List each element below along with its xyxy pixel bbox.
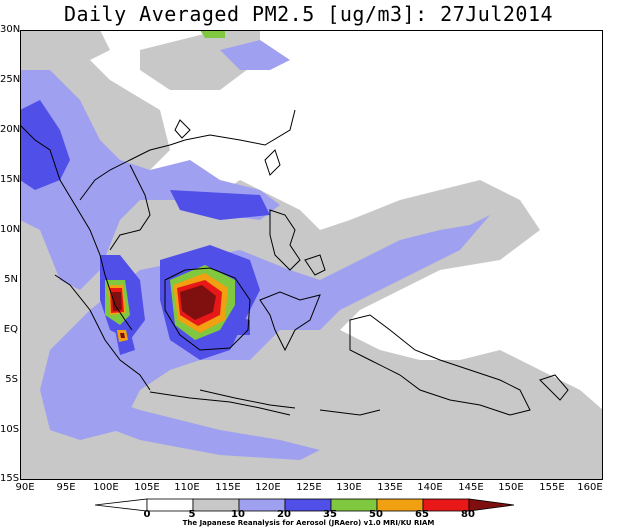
pm25-map	[20, 30, 603, 480]
lat-tick-15n: 15N	[0, 174, 21, 185]
map-frame	[20, 30, 603, 480]
lat-tick-15s: 15S	[0, 473, 20, 484]
legend-value-20: 20	[277, 509, 291, 520]
lon-tick-135e: 135E	[377, 482, 403, 493]
lon-tick-130e: 130E	[336, 482, 362, 493]
lon-tick-115e: 115E	[215, 482, 241, 493]
lon-tick-100e: 100E	[93, 482, 119, 493]
lon-tick-160e: 160E	[577, 482, 603, 493]
coastlines	[20, 109, 569, 416]
lat-tick-20n: 20N	[0, 124, 21, 135]
lat-tick-10s: 10S	[0, 424, 20, 435]
pm25-level-10-20	[20, 40, 490, 460]
lon-tick-145e: 145E	[458, 482, 484, 493]
lon-tick-105e: 105E	[134, 482, 160, 493]
lat-tick-10n: 10N	[0, 224, 21, 235]
data-credit: The Japanese Reanalysis for Aerosol (JRA…	[182, 519, 435, 527]
lon-tick-95e: 95E	[56, 482, 76, 493]
lat-tick-eq: EQ	[3, 324, 18, 335]
lon-tick-90e: 90E	[15, 482, 35, 493]
lon-tick-150e: 150E	[498, 482, 524, 493]
lon-tick-110e: 110E	[174, 482, 200, 493]
map-canvas	[20, 30, 603, 480]
lon-tick-140e: 140E	[417, 482, 443, 493]
legend-value-80: 80	[461, 509, 475, 520]
lon-tick-155e: 155E	[539, 482, 565, 493]
legend-value-5: 5	[188, 509, 196, 520]
lat-tick-5s: 5S	[5, 374, 18, 385]
color-legend-bar	[94, 498, 515, 512]
legend-value-10: 10	[231, 509, 245, 520]
legend-value-50: 50	[369, 509, 383, 520]
legend-arrow-high	[468, 498, 515, 512]
pm25-level-80-plus	[112, 285, 216, 338]
map-title: Daily Averaged PM2.5 [ug/m3]: 27Jul2014	[63, 2, 554, 26]
lon-tick-125e: 125E	[296, 482, 322, 493]
legend-value-0: 0	[143, 509, 151, 520]
lat-tick-5n: 5N	[4, 274, 18, 285]
lat-tick-30n: 30N	[0, 24, 21, 35]
color-legend	[94, 497, 515, 512]
legend-value-65: 65	[415, 509, 429, 520]
legend-value-35: 35	[323, 509, 337, 520]
lon-tick-120e: 120E	[255, 482, 281, 493]
lat-tick-25n: 25N	[0, 74, 21, 85]
